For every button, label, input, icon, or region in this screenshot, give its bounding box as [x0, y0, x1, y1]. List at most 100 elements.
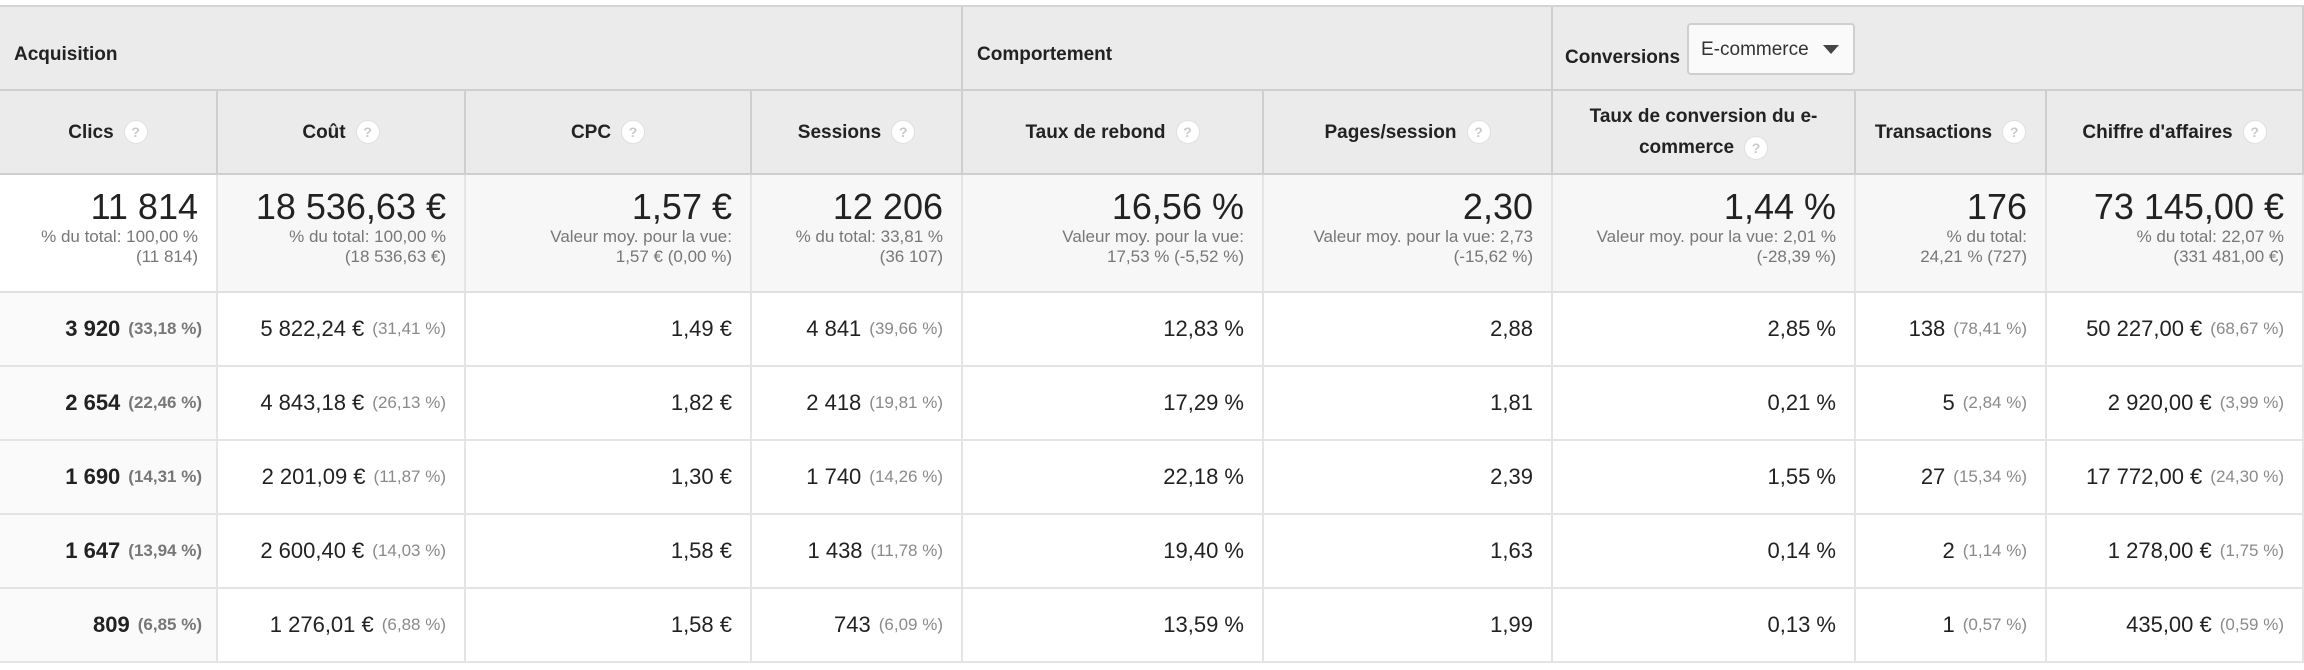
- conversions-type-select-value: E-commerce: [1701, 39, 1809, 60]
- table-cell: 19,40 %: [963, 515, 1264, 589]
- totals-share-detail: 1,57 € (0,00 %): [615, 247, 732, 266]
- cell-percentage: (6,88 %): [381, 615, 446, 634]
- group-acquisition: Acquisition: [0, 7, 963, 91]
- column-header-text: Pages/session: [1324, 121, 1457, 143]
- help-icon[interactable]: ?: [123, 120, 148, 145]
- totals-value: 11 814: [90, 186, 198, 227]
- totals-cell: 18 536,63 €% du total: 100,00 % (18 536,6…: [218, 175, 466, 293]
- table-cell: 5 822,24 € (31,41 %): [218, 293, 466, 367]
- table-cell: 1 278,00 € (1,75 %): [2047, 515, 2304, 589]
- cell-value: 0,21 %: [1767, 390, 1837, 415]
- cell-value: 435,00 €: [2126, 612, 2212, 637]
- column-header-text: Taux de rebond: [1025, 121, 1166, 143]
- cell-value: 2: [1942, 538, 1955, 563]
- totals-cell: 1,57 € Valeur moy. pour la vue: 1,57 € (0,…: [466, 175, 752, 293]
- column-header-text: Clics: [68, 121, 114, 143]
- cell-value: 19,40 %: [1163, 538, 1244, 563]
- totals-cell: 1,44 % Valeur moy. pour la vue: 2,01 % (-2…: [1553, 175, 1856, 293]
- column-header-sessions[interactable]: Sessions?: [752, 91, 963, 175]
- column-header-pages-session[interactable]: Pages/session?: [1264, 91, 1553, 175]
- column-header-label: Sessions?: [798, 117, 916, 148]
- table-cell: 4 843,18 € (26,13 %): [218, 367, 466, 441]
- column-header-text: Taux de conversion du e-commerce: [1589, 106, 1818, 158]
- table-cell: 2 920,00 € (3,99 %): [2047, 367, 2304, 441]
- help-icon[interactable]: ?: [2242, 120, 2267, 145]
- conversions-type-select[interactable]: E-commerce: [1687, 23, 1855, 75]
- cell-percentage: (0,57 %): [1962, 615, 2027, 634]
- help-icon[interactable]: ?: [1744, 135, 1769, 160]
- table-cell: 1 740 (14,26 %): [752, 441, 963, 515]
- help-icon[interactable]: ?: [621, 120, 646, 145]
- table-cell: 1,99: [1264, 589, 1553, 663]
- help-icon[interactable]: ?: [891, 120, 916, 145]
- totals-cell: 12 206% du total: 33,81 % (36 107): [752, 175, 963, 293]
- cell-value: 2 920,00 €: [2107, 390, 2212, 415]
- cell-percentage: (22,46 %): [128, 393, 202, 412]
- cell-value: 1,30 €: [670, 464, 732, 489]
- table-cell: 0,21 %: [1553, 367, 1856, 441]
- cell-percentage: (19,81 %): [869, 393, 943, 412]
- totals-cell: 2,30 Valeur moy. pour la vue: 2,73 (-15,62…: [1264, 175, 1553, 293]
- cell-value: 2 600,40 €: [260, 538, 365, 563]
- totals-share-detail: 17,53 % (-5,52 %): [1106, 247, 1244, 266]
- cell-percentage: (33,18 %): [128, 319, 202, 338]
- column-header-cpc[interactable]: CPC?: [466, 91, 752, 175]
- cell-value: 5 822,24 €: [260, 316, 365, 341]
- cell-percentage: (15,34 %): [1953, 467, 2027, 486]
- cell-value: 1 740: [806, 464, 862, 489]
- dropdown-caret-icon: [1823, 45, 1839, 54]
- help-icon[interactable]: ?: [1175, 120, 1200, 145]
- column-header-chiffre-d-affaires[interactable]: Chiffre d'affaires?: [2047, 91, 2304, 175]
- cell-percentage: (11,87 %): [373, 467, 446, 486]
- table-cell: 1,81: [1264, 367, 1553, 441]
- table-cell: 17 772,00 € (24,30 %): [2047, 441, 2304, 515]
- table-cell: 435,00 € (0,59 %): [2047, 589, 2304, 663]
- cell-value: 1,99: [1490, 612, 1533, 637]
- cell-value: 12,83 %: [1163, 316, 1244, 341]
- table-cell: 1,55 %: [1553, 441, 1856, 515]
- totals-value: 73 145,00 €: [2093, 186, 2284, 227]
- table-cell: 2,39: [1264, 441, 1553, 515]
- cell-value: 4 843,18 €: [260, 390, 365, 415]
- cell-value: 1,55 %: [1767, 464, 1837, 489]
- column-header-taux-de-conversion-du-e-commerce[interactable]: Taux de conversion du e-commerce?: [1553, 91, 1856, 175]
- table-cell: 1,58 €: [466, 589, 752, 663]
- cell-value: 1,63: [1490, 538, 1533, 563]
- cell-percentage: (11,78 %): [870, 541, 943, 560]
- totals-share-detail: (-15,62 %): [1453, 247, 1533, 266]
- totals-cell: 73 145,00 €% du total: 22,07 % (331 481,0…: [2047, 175, 2304, 293]
- group-behavior: Comportement: [963, 7, 1553, 91]
- help-icon[interactable]: ?: [2002, 120, 2027, 145]
- totals-value: 2,30: [1462, 186, 1533, 227]
- totals-share: % du total: 100,00 %: [289, 227, 446, 246]
- column-header-cout[interactable]: Coût?: [218, 91, 466, 175]
- cell-percentage: (26,13 %): [372, 393, 446, 412]
- cell-value: 1 276,01 €: [269, 612, 374, 637]
- help-icon[interactable]: ?: [1466, 120, 1491, 145]
- cell-value: 17,29 %: [1163, 390, 1244, 415]
- table-cell: 0,14 %: [1553, 515, 1856, 589]
- cell-percentage: (6,85 %): [137, 615, 202, 634]
- cell-value: 1,49 €: [670, 316, 732, 341]
- table-cell: 13,59 %: [963, 589, 1264, 663]
- cell-value: 27: [1920, 464, 1946, 489]
- help-icon[interactable]: ?: [355, 120, 380, 145]
- totals-share-detail: (11 814): [135, 247, 198, 266]
- top-border: [0, 0, 2304, 7]
- cell-percentage: (3,99 %): [2219, 393, 2284, 412]
- column-header-clics[interactable]: Clics?↓: [0, 91, 218, 175]
- column-header-taux-de-rebond[interactable]: Taux de rebond?: [963, 91, 1264, 175]
- cell-value: 0,14 %: [1767, 538, 1837, 563]
- table-cell: 1,30 €: [466, 441, 752, 515]
- group-acquisition-label: Acquisition: [14, 44, 118, 65]
- totals-share: % du total: 22,07 %: [2136, 227, 2284, 246]
- column-header-transactions[interactable]: Transactions?: [1856, 91, 2047, 175]
- table-cell: 1 438 (11,78 %): [752, 515, 963, 589]
- cell-percentage: (1,75 %): [2219, 541, 2284, 560]
- column-header-label: Coût?: [302, 117, 380, 148]
- cell-value: 809: [93, 612, 130, 637]
- table-cell: 22,18 %: [963, 441, 1264, 515]
- totals-value: 12 206: [832, 186, 943, 227]
- table-cell: 27 (15,34 %): [1856, 441, 2047, 515]
- totals-share-detail: (-28,39 %): [1756, 247, 1836, 266]
